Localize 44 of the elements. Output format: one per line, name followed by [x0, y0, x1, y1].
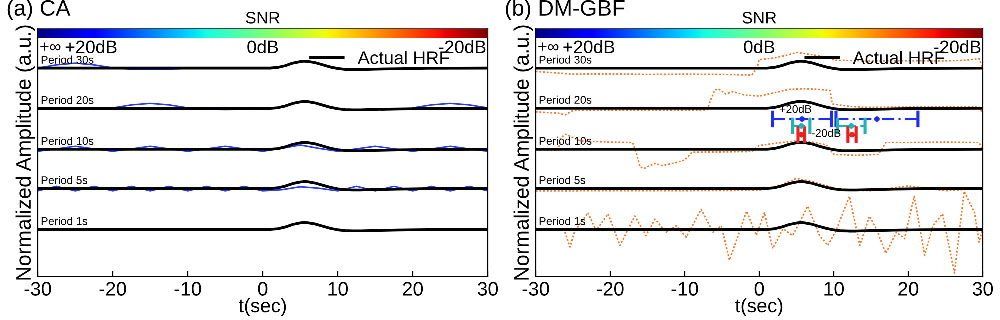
- annotation: -20dB: [812, 129, 841, 138]
- x-tick-label: 20: [898, 282, 919, 296]
- x-tick-label: 20: [403, 282, 424, 296]
- x-tick-label: -10: [672, 282, 698, 296]
- annotation: Period 1s: [42, 217, 88, 226]
- text: SNR: [742, 12, 776, 24]
- text: 0dB: [248, 40, 278, 54]
- x-tick-label: 30: [972, 282, 994, 296]
- annotation: Period 5s: [540, 176, 586, 184]
- annotation: +20dB: [780, 105, 812, 114]
- text: +20dB: [66, 40, 117, 54]
- chart-title: (b) DM-GBF: [506, 0, 625, 20]
- x-tick-label: 0: [754, 282, 764, 296]
- annotation: 0dB: [744, 40, 775, 54]
- x-tick-label: -20: [597, 282, 624, 296]
- annotation: +20dB: [564, 40, 615, 54]
- legend-label: Actual HRF: [358, 51, 450, 64]
- x-axis-title: t(sec): [735, 298, 783, 317]
- annotation: Period 10s: [540, 136, 592, 146]
- x-tick-label: -30: [522, 282, 550, 296]
- x-axis-title: t(sec): [238, 298, 286, 317]
- chart-title: (a) CA: [8, 0, 71, 20]
- annotation: Period 20s: [42, 96, 94, 104]
- text: +∞: [40, 42, 61, 51]
- x-tick-label: 10: [328, 282, 348, 296]
- x-tick-label: -10: [174, 282, 202, 296]
- x-tick-label: -30: [24, 282, 52, 296]
- annotation: Period 30s: [42, 56, 94, 64]
- annotation: Period 20s: [540, 96, 592, 104]
- x-tick-label: 30: [478, 282, 498, 296]
- annotation: -20dB: [934, 40, 981, 54]
- annotation: Period 30s: [540, 56, 592, 64]
- legend-label: Actual HRF: [853, 51, 945, 64]
- text: -20dB: [439, 40, 486, 54]
- annotation: Period 10s: [42, 137, 94, 146]
- x-tick-label: 0: [258, 282, 268, 296]
- text: +∞: [538, 42, 559, 51]
- x-tick-label: -20: [100, 282, 126, 296]
- x-tick-label: 10: [824, 282, 844, 296]
- text: SNR: [246, 12, 280, 24]
- annotation: Period 1s: [540, 217, 586, 226]
- annotation: Period 5s: [42, 176, 88, 184]
- y-axis-title: Normalized Amplitude (a.u.): [514, 26, 534, 280]
- y-axis-title: Normalized Amplitude (a.u.): [16, 26, 36, 280]
